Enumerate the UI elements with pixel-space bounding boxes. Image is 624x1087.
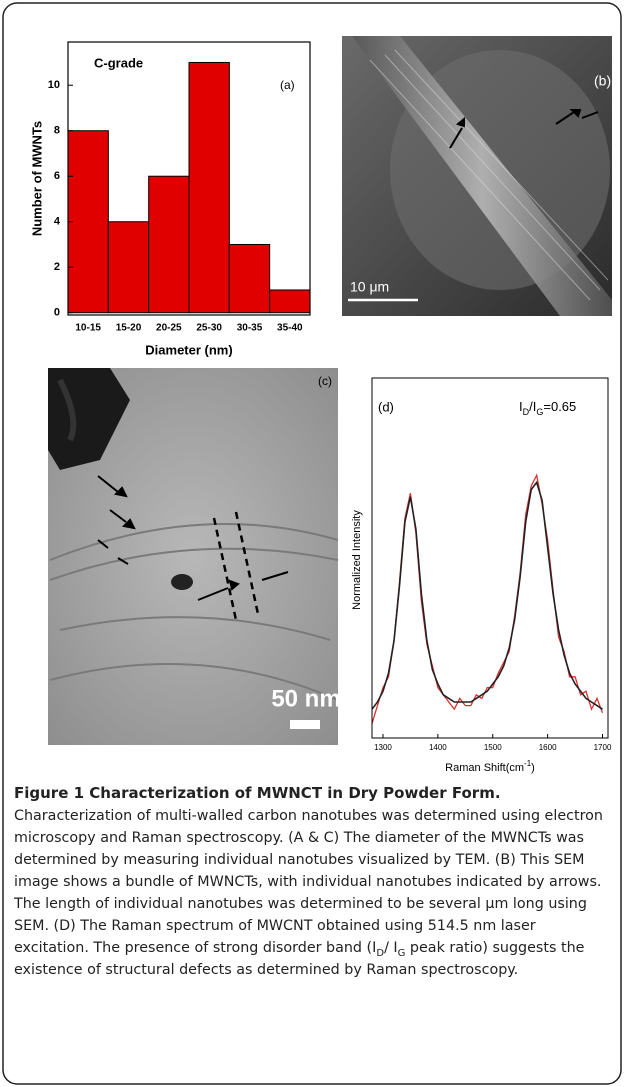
page: { "chart_data": [ { "type": "bar", "anno…: [0, 0, 624, 1087]
y-axis-label: Number of MWNTs: [29, 121, 44, 236]
ratio-label-part: G: [536, 407, 543, 417]
x-tick-label: 1600: [539, 743, 557, 752]
y-tick-label: 6: [54, 170, 60, 182]
x-tick-label: 20-25: [156, 323, 182, 334]
y-tick-label: 8: [54, 125, 60, 137]
caption-sub: D: [376, 948, 384, 959]
bar: [229, 244, 269, 312]
panel-label: (a): [280, 78, 295, 92]
bar: [68, 131, 108, 313]
y-tick-label: 4: [54, 216, 61, 228]
x-tick-label: 10-15: [75, 323, 101, 334]
caption-period: .: [495, 784, 501, 802]
x-axis-label: Raman Shift(cm-1): [445, 759, 535, 774]
ratio-label-part: /I: [529, 399, 536, 414]
caption: Figure 1 Characterization of MWNCT in Dr…: [14, 782, 614, 981]
ratio-label-part: =0.65: [543, 399, 576, 414]
x-tick-label: 1700: [594, 743, 612, 752]
x-axis-label: Diameter (nm): [145, 342, 232, 357]
caption-body: Characterization of multi-walled carbon …: [14, 808, 603, 956]
caption-title: Figure 1 Characterization of MWNCT in Dr…: [14, 784, 495, 802]
bar: [189, 62, 229, 312]
bar: [270, 290, 310, 313]
panel-label: (b): [594, 73, 611, 89]
y-tick-label: 0: [54, 307, 60, 319]
scale-bar-label: 10 μm: [350, 279, 389, 295]
bar: [149, 176, 189, 313]
tem-image: 50 nm (c): [48, 368, 341, 745]
x-tick-label: 35-40: [277, 323, 303, 334]
sem-image: 10 μm (b): [342, 36, 612, 316]
y-tick-label: 10: [48, 79, 60, 91]
plot-frame: [372, 378, 608, 738]
x-tick-label: 25-30: [196, 323, 222, 334]
x-tick-label: 15-20: [116, 323, 142, 334]
x-tick-label: 1500: [484, 743, 502, 752]
x-tick-label: 1400: [429, 743, 447, 752]
panel-label: (d): [378, 399, 394, 414]
data-line: [372, 482, 603, 709]
annotation: C-grade: [94, 55, 143, 70]
caption-body: / I: [384, 940, 398, 956]
scale-bar-label: 50 nm: [271, 685, 340, 712]
x-axis-label-part: ): [531, 762, 535, 774]
bar: [108, 222, 148, 313]
y-tick-label: 2: [54, 261, 60, 273]
panel-label: (c): [318, 374, 332, 388]
ratio-label: ID/IG=0.65: [519, 399, 576, 417]
x-tick-label: 1300: [374, 743, 392, 752]
x-axis-label-part: Raman Shift(cm: [445, 762, 524, 774]
y-axis-label: Normalized Intensity: [351, 510, 363, 610]
x-tick-label: 30-35: [237, 323, 263, 334]
